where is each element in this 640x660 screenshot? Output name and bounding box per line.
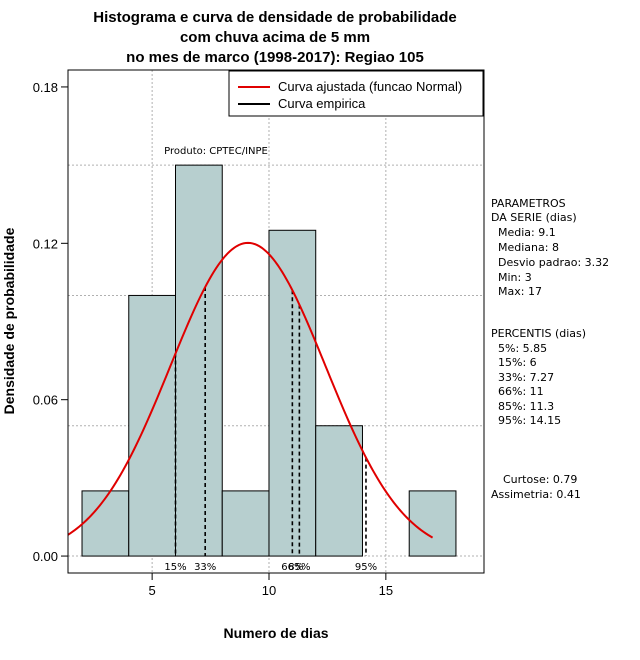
histogram-bar-3 (221, 490, 270, 557)
assimetria: Assimetria: 0.41 (491, 488, 581, 501)
histogram-bar-0 (81, 490, 130, 557)
percentile-label-2: 66% (281, 562, 303, 573)
histogram-bar-2 (175, 164, 223, 557)
percentis-title: PERCENTIS (dias) (491, 327, 586, 340)
percentil-5: 5%: 5.85 (498, 342, 547, 355)
chart-title-line-3: no mes de marco (1998-2017): Regiao 105 (126, 49, 424, 66)
params-title-1: PARAMETROS (491, 197, 566, 210)
percentil-85: 85%: 11.3 (498, 400, 554, 413)
legend: Curva ajustada (funcao Normal) Curva emp… (228, 70, 484, 117)
chart-title-line-1: Histograma e curva de densidade de proba… (93, 9, 456, 26)
plot-box (67, 69, 485, 574)
x-tick-label-10: 10 (262, 583, 276, 598)
curtose: Curtose: 0.79 (503, 473, 577, 486)
percentil-66: 66%: 11 (498, 385, 544, 398)
y-tick-label-3: 0.18 (33, 80, 58, 95)
normal-fit-curve (67, 241, 434, 539)
percentil-95: 95%: 14.15 (498, 414, 561, 427)
percentiles-panel: PERCENTIS (dias) 5%: 5.85 15%: 6 33%: 7.… (491, 327, 586, 427)
param-mean: Media: 9.1 (498, 226, 556, 239)
x-tick-label-15: 15 (379, 583, 393, 598)
y-tick-label-0: 0.00 (33, 549, 58, 564)
histogram-bar-1 (128, 294, 177, 557)
y-tick-label-1: 0.06 (33, 393, 58, 408)
legend-fit-label: Curva ajustada (funcao Normal) (278, 79, 462, 94)
x-tick-label-5: 5 (149, 583, 156, 598)
percentile-label-3: 85% (288, 562, 310, 573)
histogram-bar-7 (408, 490, 457, 557)
x-axis-label: Numero de dias (223, 625, 328, 641)
param-min: Min: 3 (498, 271, 532, 284)
percentil-33: 33%: 7.27 (498, 371, 554, 384)
param-max: Max: 17 (498, 285, 542, 298)
legend-empirical-label: Curva empirica (278, 96, 366, 111)
percentile-label-1: 33% (194, 562, 216, 573)
y-tick-label-2: 0.12 (33, 236, 58, 251)
param-sd: Desvio padrao: 3.32 (498, 256, 609, 269)
histogram-bar-4 (268, 229, 317, 557)
percentile-label-0: 15% (164, 562, 186, 573)
chart-title-line-2: com chuva acima de 5 mm (180, 29, 370, 46)
percentile-label-4: 95% (355, 562, 377, 573)
legend-box (228, 70, 484, 117)
series-parameters: PARAMETROS DA SERIE (dias) Media: 9.1 Me… (491, 197, 609, 298)
param-median: Mediana: 8 (498, 241, 559, 254)
histogram-bar-5 (315, 425, 363, 557)
fit-curve-layer (67, 241, 434, 539)
percentil-15: 15%: 6 (498, 356, 537, 369)
y-axis-label: Densidade de probabilidade (1, 227, 17, 414)
product-annotation: Produto: CPTEC/INPE (164, 146, 268, 157)
params-title-2: DA SERIE (dias) (491, 211, 577, 224)
percentile-lines: 15% 33% 66%85% 95% (164, 287, 377, 573)
